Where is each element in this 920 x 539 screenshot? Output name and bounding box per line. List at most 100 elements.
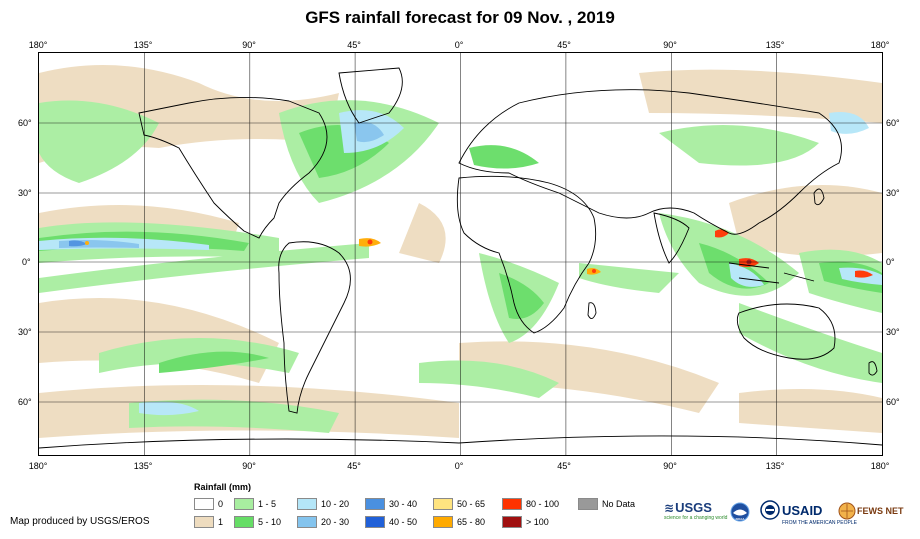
graticule xyxy=(39,53,882,455)
legend-item: 65 - 80 xyxy=(433,516,485,528)
lat-label-right: 60° xyxy=(886,397,900,407)
legend-label: 30 - 40 xyxy=(389,499,418,509)
legend-item: No Data xyxy=(578,498,635,510)
legend-item: 0 xyxy=(194,498,223,510)
legend-swatch xyxy=(433,516,453,528)
new-zealand-outline xyxy=(868,361,878,376)
lon-label-top: 180° xyxy=(870,40,890,50)
lon-label-top: 135° xyxy=(133,40,153,50)
lon-label-bottom: 0° xyxy=(454,461,464,471)
legend-item: 10 - 20 xyxy=(297,498,349,510)
usgs-logo: ≋ USGS science for a changing world xyxy=(664,500,727,521)
lon-label-bottom: 45° xyxy=(347,461,361,471)
india-outline xyxy=(653,212,690,264)
lon-label-bottom: 45° xyxy=(557,461,571,471)
legend-swatch xyxy=(502,516,522,528)
lat-label-right: 30° xyxy=(886,188,900,198)
usaid-logo-text: USAID xyxy=(782,502,823,518)
lon-label-top: 90° xyxy=(242,40,256,50)
credit-text: Map produced by USGS/EROS xyxy=(10,516,150,527)
lat-label-right: 0° xyxy=(886,257,895,267)
fewsnet-logo-text: FEWS NET xyxy=(857,506,904,516)
north-america-outline xyxy=(138,96,328,239)
lon-label-top: 180° xyxy=(28,40,48,50)
noaa-logo: NOAA xyxy=(730,502,750,522)
usaid-seal-icon xyxy=(760,500,780,520)
lon-label-bottom: 135° xyxy=(765,461,785,471)
greenland-outline xyxy=(338,67,403,124)
usgs-tagline: science for a changing world xyxy=(664,515,728,521)
fewsnet-logo: FEWS NET xyxy=(838,502,904,520)
coastlines xyxy=(39,67,882,449)
legend-item: 20 - 30 xyxy=(297,516,349,528)
legend-item: > 100 xyxy=(502,516,549,528)
europe-asia-outline xyxy=(458,89,842,235)
fewsnet-globe-icon xyxy=(838,502,856,520)
madagascar-outline xyxy=(587,302,597,319)
africa-outline xyxy=(456,175,597,334)
lon-label-top: 45° xyxy=(347,40,361,50)
rain-bands xyxy=(39,65,882,438)
usgs-logo-text: USGS xyxy=(675,500,712,515)
japan-outline xyxy=(813,188,825,206)
lat-label-left: 0° xyxy=(22,257,31,267)
legend-swatch xyxy=(433,498,453,510)
usgs-wave-icon: ≋ xyxy=(664,500,675,515)
legend-swatch xyxy=(365,516,385,528)
legend-label: 1 - 5 xyxy=(258,499,277,509)
legend-item: 1 xyxy=(194,516,223,528)
noaa-logo-text: NOAA xyxy=(736,517,746,521)
lat-label-right: 30° xyxy=(886,327,900,337)
indonesia-outline xyxy=(728,262,815,284)
lon-label-top: 0° xyxy=(454,40,464,50)
legend-label: 5 - 10 xyxy=(258,517,282,527)
usaid-logo: USAID FROM THE AMERICAN PEOPLE xyxy=(760,500,857,526)
lon-label-top: 45° xyxy=(557,40,571,50)
legend-swatch xyxy=(365,498,385,510)
legend-label: 0 xyxy=(218,499,224,509)
legend-label: 1 xyxy=(218,517,224,527)
legend-title: Rainfall (mm) xyxy=(194,482,252,492)
antarctica-outline xyxy=(39,435,882,449)
legend-label: 50 - 65 xyxy=(457,499,486,509)
lon-label-bottom: 180° xyxy=(28,461,48,471)
legend-item: 40 - 50 xyxy=(365,516,417,528)
lat-label-left: 60° xyxy=(18,397,32,407)
lon-label-bottom: 135° xyxy=(133,461,153,471)
legend-item: 1 - 5 xyxy=(234,498,276,510)
legend-label: 80 - 100 xyxy=(526,499,560,509)
south-america-outline xyxy=(278,241,351,414)
lon-label-bottom: 90° xyxy=(663,461,677,471)
legend-swatch xyxy=(297,498,317,510)
usaid-tagline: FROM THE AMERICAN PEOPLE xyxy=(782,520,857,526)
lon-label-top: 135° xyxy=(765,40,785,50)
legend-item: 30 - 40 xyxy=(365,498,417,510)
lat-label-left: 60° xyxy=(18,118,32,128)
legend-swatch xyxy=(234,498,254,510)
legend-label: 65 - 80 xyxy=(457,517,486,527)
legend-label: 10 - 20 xyxy=(321,499,350,509)
australia-outline xyxy=(736,303,836,360)
lon-label-top: 90° xyxy=(663,40,677,50)
legend-item: 50 - 65 xyxy=(433,498,485,510)
lat-label-left: 30° xyxy=(18,327,32,337)
legend-swatch xyxy=(234,516,254,528)
legend-swatch xyxy=(578,498,598,510)
legend-swatch xyxy=(194,516,214,528)
legend-swatch xyxy=(502,498,522,510)
lon-label-bottom: 90° xyxy=(242,461,256,471)
lat-label-right: 60° xyxy=(886,118,900,128)
lat-label-left: 30° xyxy=(18,188,32,198)
legend-label: 20 - 30 xyxy=(321,517,350,527)
legend-swatch xyxy=(194,498,214,510)
legend-swatch xyxy=(297,516,317,528)
legend-label: No Data xyxy=(602,499,636,509)
lon-label-bottom: 180° xyxy=(870,461,890,471)
rainfall-map xyxy=(38,52,883,456)
legend-label: > 100 xyxy=(526,517,549,527)
map-title: GFS rainfall forecast for 09 Nov. , 2019 xyxy=(305,8,615,27)
noaa-seal-icon: NOAA xyxy=(730,502,750,522)
legend-label: 40 - 50 xyxy=(389,517,418,527)
legend-item: 5 - 10 xyxy=(234,516,281,528)
legend-item: 80 - 100 xyxy=(502,498,559,510)
